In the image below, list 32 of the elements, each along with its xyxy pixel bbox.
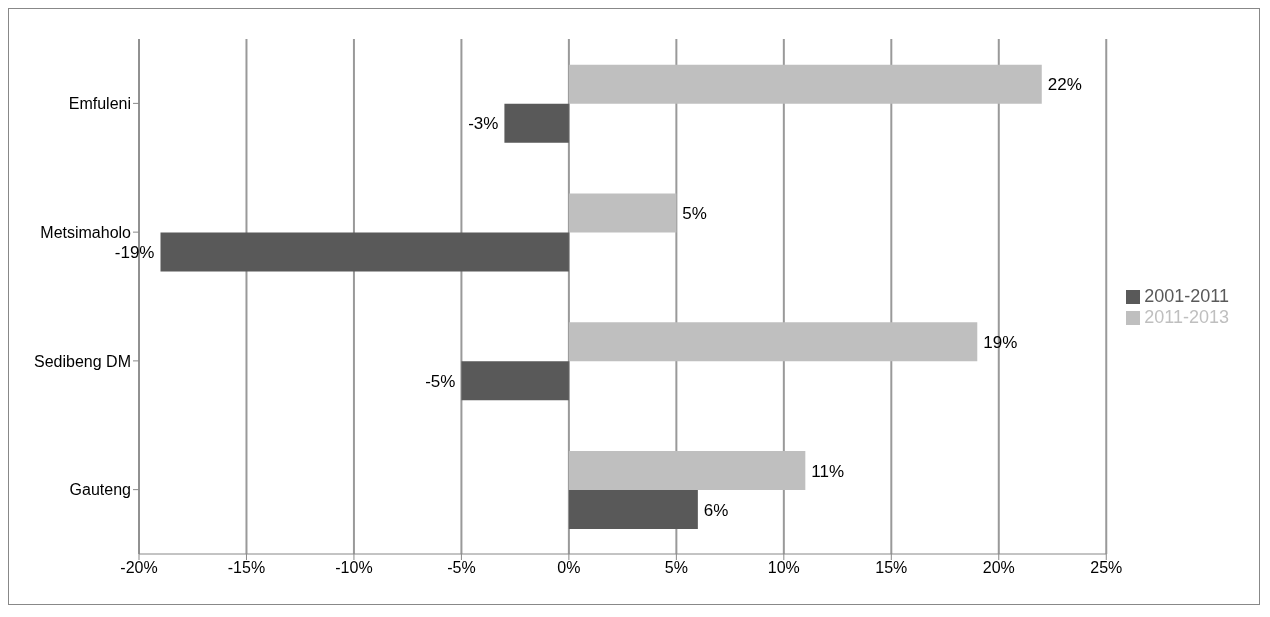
bar: [504, 103, 569, 143]
bar: [568, 490, 698, 529]
x-tick-label: 0%: [557, 559, 581, 577]
legend-label: 2011-2013: [1144, 306, 1229, 327]
data-label: 6%: [703, 500, 729, 520]
legend-label: 2001-2011: [1144, 285, 1229, 306]
x-tick-label: 20%: [982, 559, 1015, 577]
data-label: -3%: [468, 114, 499, 134]
x-tick-label: -15%: [227, 559, 266, 577]
x-tick-label: -10%: [335, 559, 373, 577]
x-tick-label: -5%: [447, 559, 476, 577]
x-tick-label: 15%: [875, 559, 908, 577]
x-tick-label: 10%: [767, 559, 800, 577]
y-tick-label: Gauteng: [69, 481, 131, 499]
bar: [568, 193, 677, 233]
x-tick-label: 25%: [1090, 559, 1123, 577]
bar: [568, 322, 978, 362]
bar: [568, 451, 806, 490]
data-label: -5%: [425, 371, 456, 391]
bar: [461, 361, 569, 401]
y-tick-label: Emfuleni: [68, 95, 131, 113]
data-label: 11%: [811, 461, 845, 481]
x-tick-label: 5%: [664, 559, 688, 577]
y-tick-label: Metsimaholo: [40, 223, 132, 241]
data-label: 22%: [1047, 75, 1082, 95]
data-label: -19%: [114, 243, 155, 262]
x-tick-label: -20%: [120, 559, 158, 577]
bar: [160, 232, 569, 272]
data-label: 5%: [682, 204, 707, 223]
data-label: 19%: [983, 332, 1018, 352]
bar: [568, 64, 1042, 104]
y-tick-label: Sedibeng DM: [34, 352, 131, 370]
